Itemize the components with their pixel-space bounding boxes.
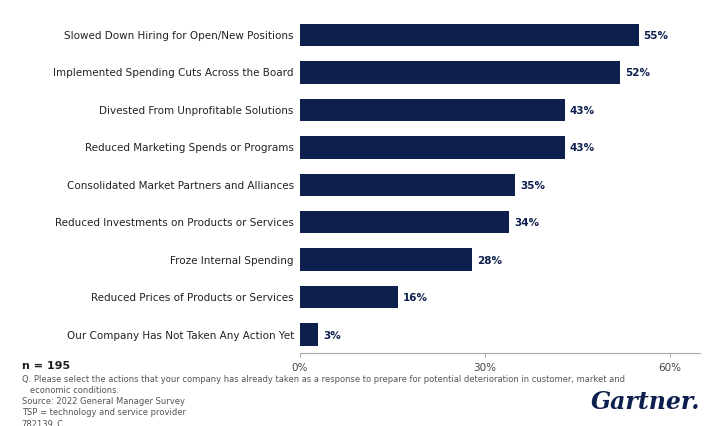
Text: Gartner.: Gartner. <box>591 389 700 413</box>
Text: Slowed Down Hiring for Open/New Positions: Slowed Down Hiring for Open/New Position… <box>64 31 294 41</box>
Text: Reduced Marketing Spends or Programs: Reduced Marketing Spends or Programs <box>85 143 294 153</box>
Text: 782139_C: 782139_C <box>22 419 64 426</box>
Text: 3%: 3% <box>323 330 341 340</box>
Text: Implemented Spending Cuts Across the Board: Implemented Spending Cuts Across the Boa… <box>53 68 294 78</box>
Text: 43%: 43% <box>570 106 595 115</box>
Bar <box>300 25 639 47</box>
Text: Consolidated Market Partners and Alliances: Consolidated Market Partners and Allianc… <box>66 180 294 190</box>
Text: 35%: 35% <box>521 180 545 190</box>
Text: 28%: 28% <box>477 255 503 265</box>
Text: Our Company Has Not Taken Any Action Yet: Our Company Has Not Taken Any Action Yet <box>66 330 294 340</box>
Text: n = 195: n = 195 <box>22 360 70 371</box>
Bar <box>300 324 318 346</box>
Text: economic conditions.: economic conditions. <box>22 386 119 394</box>
Text: Reduced Prices of Products or Services: Reduced Prices of Products or Services <box>91 293 294 302</box>
Bar <box>300 62 620 84</box>
Bar <box>300 99 565 122</box>
Text: 55%: 55% <box>643 31 669 41</box>
Text: Source: 2022 General Manager Survey: Source: 2022 General Manager Survey <box>22 397 185 406</box>
Text: 43%: 43% <box>570 143 595 153</box>
Text: 52%: 52% <box>625 68 650 78</box>
Text: Divested From Unprofitable Solutions: Divested From Unprofitable Solutions <box>100 106 294 115</box>
Text: Q. Please select the actions that your company has already taken as a response t: Q. Please select the actions that your c… <box>22 374 625 383</box>
Bar <box>300 211 509 234</box>
Text: 34%: 34% <box>514 218 539 227</box>
Text: 16%: 16% <box>403 293 428 302</box>
Bar <box>300 286 399 309</box>
Text: Froze Internal Spending: Froze Internal Spending <box>170 255 294 265</box>
Text: TSP = technology and service provider: TSP = technology and service provider <box>22 408 186 417</box>
Text: Reduced Investments on Products or Services: Reduced Investments on Products or Servi… <box>55 218 294 227</box>
Bar <box>300 174 516 196</box>
Bar <box>300 137 565 159</box>
Bar <box>300 249 472 271</box>
